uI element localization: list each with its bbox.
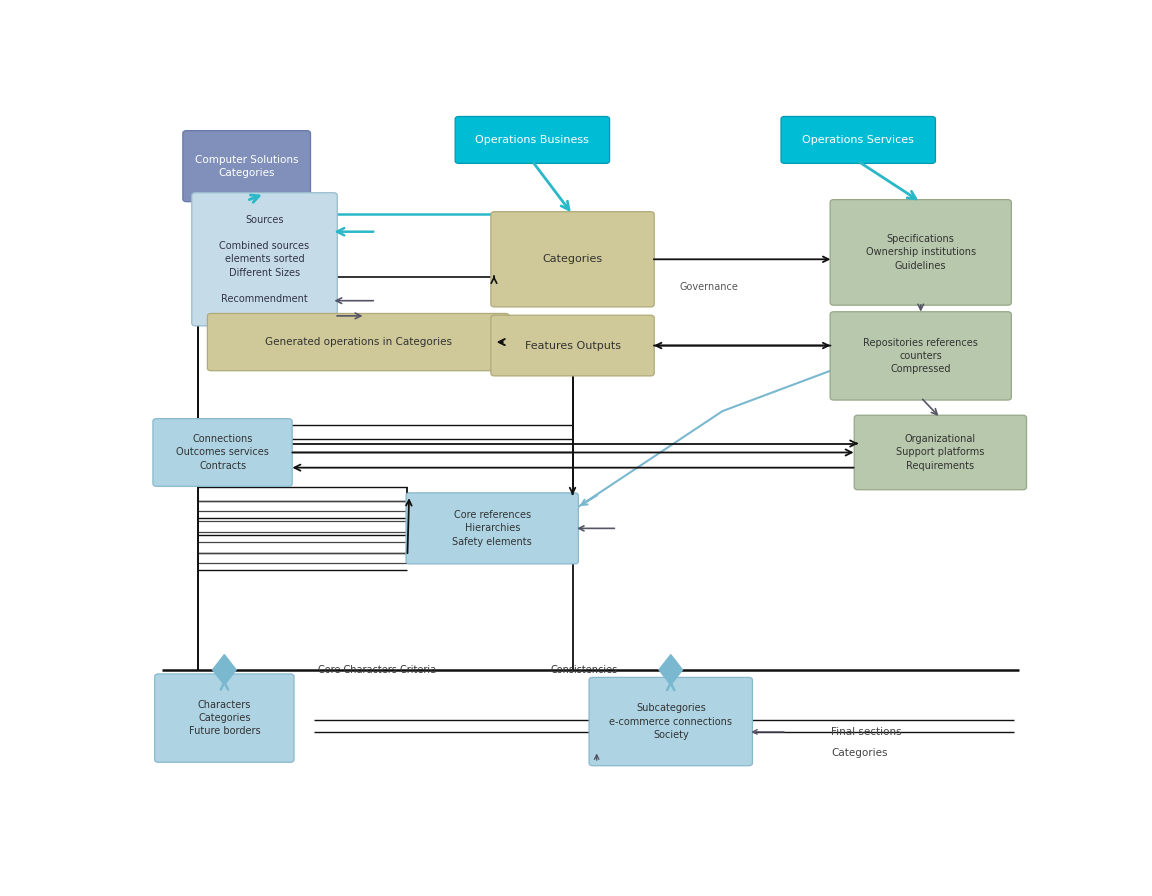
FancyBboxPatch shape <box>154 674 294 762</box>
Text: Specifications
Ownership institutions
Guidelines: Specifications Ownership institutions Gu… <box>865 234 976 271</box>
FancyBboxPatch shape <box>406 493 578 564</box>
Text: Computer Solutions
Categories: Computer Solutions Categories <box>195 155 298 177</box>
Text: Connections
Outcomes services
Contracts: Connections Outcomes services Contracts <box>176 435 270 470</box>
Text: Operations Business: Operations Business <box>476 135 590 145</box>
Text: Categories: Categories <box>832 748 888 758</box>
FancyBboxPatch shape <box>491 315 654 376</box>
Text: Final sections: Final sections <box>832 728 902 737</box>
Polygon shape <box>213 655 236 685</box>
FancyBboxPatch shape <box>455 116 609 163</box>
Text: Characters
Categories
Future borders: Characters Categories Future borders <box>189 700 260 737</box>
FancyBboxPatch shape <box>183 131 311 202</box>
FancyBboxPatch shape <box>831 312 1011 400</box>
Text: Operations Services: Operations Services <box>802 135 915 145</box>
FancyBboxPatch shape <box>207 314 509 371</box>
FancyBboxPatch shape <box>855 415 1026 490</box>
FancyBboxPatch shape <box>491 211 654 307</box>
Text: Repositories references
counters
Compressed: Repositories references counters Compres… <box>863 338 978 375</box>
FancyBboxPatch shape <box>589 677 752 766</box>
FancyBboxPatch shape <box>831 200 1011 306</box>
Text: Governance: Governance <box>680 282 738 292</box>
FancyBboxPatch shape <box>191 193 338 326</box>
Text: Categories: Categories <box>543 254 602 264</box>
Text: Core references
Hierarchies
Safety elements: Core references Hierarchies Safety eleme… <box>453 510 532 547</box>
Text: Generated operations in Categories: Generated operations in Categories <box>265 337 452 347</box>
Polygon shape <box>659 655 682 685</box>
Text: Consistencies: Consistencies <box>551 665 617 676</box>
FancyBboxPatch shape <box>781 116 935 163</box>
Text: Features Outputs: Features Outputs <box>524 340 621 350</box>
FancyBboxPatch shape <box>153 418 293 487</box>
Text: Core Characters Criteria: Core Characters Criteria <box>318 665 437 676</box>
Text: Organizational
Support platforms
Requirements: Organizational Support platforms Require… <box>896 435 985 470</box>
Text: Sources

Combined sources
elements sorted
Different Sizes

Recommendment: Sources Combined sources elements sorted… <box>220 215 310 304</box>
Text: Subcategories
e-commerce connections
Society: Subcategories e-commerce connections Soc… <box>609 703 733 740</box>
